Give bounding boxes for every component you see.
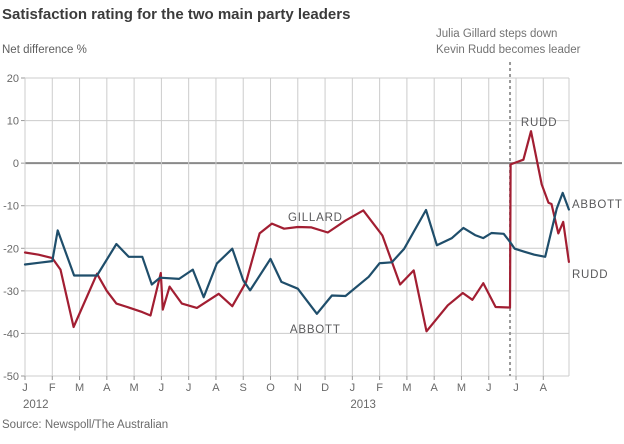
y-tick-label: -20: [3, 243, 19, 255]
year-label-2013: 2013: [350, 399, 376, 411]
x-tick-label: F: [49, 382, 56, 394]
x-tick-label: O: [266, 382, 275, 394]
x-tick-label: A: [212, 382, 220, 394]
x-tick-label: J: [159, 382, 165, 394]
y-tick-label: -50: [3, 371, 19, 383]
x-tick-label: J: [513, 382, 519, 394]
event-annotation: Julia Gillard steps down Kevin Rudd beco…: [436, 26, 580, 58]
event-annotation-line1: Julia Gillard steps down: [436, 28, 558, 40]
x-tick-label: J: [350, 382, 356, 394]
y-tick-label: 10: [7, 116, 19, 128]
line-label-gillard: GILLARD: [288, 212, 343, 224]
x-tick-label: S: [240, 382, 247, 394]
y-axis-label: Net difference %: [2, 44, 87, 56]
year-label-2012: 2012: [23, 399, 49, 411]
x-tick-label: J: [186, 382, 192, 394]
x-tick-label: M: [130, 382, 139, 394]
event-annotation-line2: Kevin Rudd becomes leader: [436, 44, 581, 56]
line-label-abbott: ABBOTT: [290, 324, 341, 336]
y-tick-label: -40: [3, 328, 19, 340]
abbott-line: [23, 191, 571, 315]
x-tick-label: A: [540, 382, 548, 394]
x-tick-label: F: [376, 382, 383, 394]
y-tick-label: 0: [13, 158, 19, 170]
line-label-abbott: ABBOTT: [572, 199, 623, 211]
x-tick-label: M: [75, 382, 84, 394]
chart-title: Satisfaction rating for the two main par…: [2, 6, 351, 23]
line-label-rudd: RUDD: [521, 117, 557, 129]
x-tick-label: N: [294, 382, 302, 394]
gillard-line: [23, 209, 512, 333]
x-tick-label: J: [486, 382, 492, 394]
rudd-line: [508, 130, 571, 309]
source-attribution: Source: Newspoll/The Australian: [2, 419, 169, 431]
line-label-rudd: RUDD: [572, 269, 608, 281]
x-tick-label: M: [457, 382, 466, 394]
y-tick-label: -10: [3, 201, 19, 213]
x-tick-label: M: [402, 382, 411, 394]
x-tick-label: A: [103, 382, 111, 394]
x-tick-label: A: [431, 382, 439, 394]
x-tick-label: D: [321, 382, 329, 394]
x-tick-label: J: [22, 382, 28, 394]
y-tick-label: 20: [7, 73, 19, 85]
y-tick-label: -30: [3, 286, 19, 298]
